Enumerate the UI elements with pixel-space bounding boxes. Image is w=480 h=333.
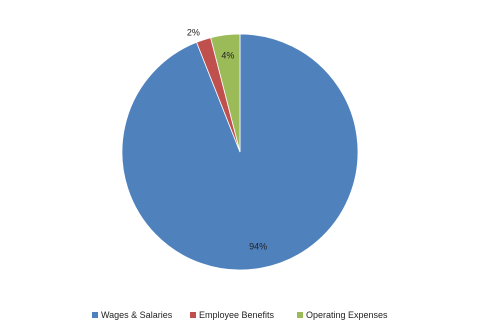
legend-label: Operating Expenses [306, 310, 388, 320]
data-label: 2% [187, 27, 200, 37]
legend-swatch [190, 312, 196, 318]
legend-label: Employee Benefits [199, 310, 275, 320]
legend-label: Wages & Salaries [101, 310, 173, 320]
legend-swatch [92, 312, 98, 318]
data-label: 4% [221, 50, 234, 60]
legend-swatch [297, 312, 303, 318]
data-label: 94% [249, 241, 267, 251]
pie-slice [210, 33, 241, 153]
